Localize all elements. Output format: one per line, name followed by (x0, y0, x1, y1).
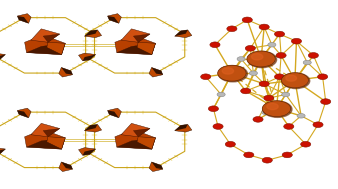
Circle shape (300, 141, 311, 147)
Polygon shape (151, 67, 163, 75)
Polygon shape (61, 162, 73, 169)
Polygon shape (83, 149, 96, 155)
Circle shape (262, 110, 270, 115)
Polygon shape (0, 148, 5, 155)
Polygon shape (26, 138, 65, 149)
Circle shape (208, 106, 218, 112)
Polygon shape (0, 53, 5, 61)
Polygon shape (117, 43, 155, 55)
Circle shape (282, 152, 292, 158)
Polygon shape (25, 129, 65, 149)
Circle shape (222, 68, 234, 74)
Polygon shape (149, 67, 163, 77)
Polygon shape (47, 42, 65, 55)
Polygon shape (107, 111, 119, 118)
Polygon shape (25, 35, 65, 55)
Circle shape (201, 74, 211, 80)
Polygon shape (31, 29, 60, 42)
Polygon shape (107, 14, 121, 23)
Circle shape (244, 152, 254, 158)
Polygon shape (17, 108, 31, 118)
Circle shape (217, 92, 225, 97)
Circle shape (303, 60, 311, 65)
Polygon shape (17, 16, 29, 23)
Polygon shape (78, 53, 96, 61)
Polygon shape (43, 129, 60, 137)
Circle shape (248, 51, 276, 68)
Circle shape (247, 51, 275, 67)
Circle shape (251, 53, 263, 60)
Polygon shape (117, 138, 155, 149)
Circle shape (276, 53, 286, 58)
Polygon shape (26, 43, 65, 55)
Circle shape (313, 122, 323, 128)
Polygon shape (84, 124, 97, 131)
Circle shape (274, 31, 285, 37)
Circle shape (263, 101, 292, 117)
Circle shape (291, 38, 301, 44)
Polygon shape (175, 124, 192, 132)
Circle shape (249, 71, 258, 75)
Polygon shape (83, 54, 96, 61)
Circle shape (210, 42, 220, 48)
Circle shape (274, 74, 285, 80)
Polygon shape (134, 129, 150, 137)
Circle shape (284, 124, 294, 129)
Polygon shape (115, 129, 155, 149)
Polygon shape (115, 35, 155, 55)
Circle shape (262, 157, 272, 163)
Circle shape (282, 73, 309, 88)
Circle shape (242, 17, 252, 23)
Polygon shape (134, 34, 150, 42)
Polygon shape (175, 30, 188, 36)
Polygon shape (31, 123, 60, 137)
Polygon shape (59, 67, 73, 77)
Polygon shape (175, 30, 192, 38)
Circle shape (253, 117, 263, 122)
Polygon shape (78, 148, 96, 155)
Circle shape (264, 95, 274, 101)
Circle shape (213, 124, 223, 129)
Circle shape (218, 66, 247, 82)
Circle shape (227, 26, 237, 32)
Circle shape (267, 103, 278, 110)
Circle shape (282, 92, 290, 97)
Polygon shape (121, 123, 150, 137)
Polygon shape (107, 16, 119, 23)
Polygon shape (47, 137, 65, 149)
Polygon shape (43, 34, 60, 42)
Circle shape (259, 24, 269, 30)
Circle shape (297, 114, 305, 118)
Polygon shape (175, 124, 188, 131)
Circle shape (317, 74, 328, 80)
Polygon shape (0, 54, 5, 61)
Circle shape (245, 46, 256, 51)
Circle shape (241, 88, 251, 94)
Polygon shape (0, 149, 5, 155)
Polygon shape (59, 162, 73, 172)
Circle shape (268, 43, 276, 47)
Polygon shape (84, 30, 102, 38)
Polygon shape (84, 30, 97, 36)
Polygon shape (151, 162, 163, 169)
Circle shape (286, 75, 296, 81)
Polygon shape (61, 67, 73, 75)
Polygon shape (107, 108, 121, 118)
Circle shape (237, 57, 245, 61)
Polygon shape (121, 29, 150, 42)
Circle shape (308, 53, 318, 58)
Polygon shape (149, 162, 163, 172)
Polygon shape (17, 14, 31, 23)
Circle shape (321, 99, 331, 105)
Circle shape (218, 65, 246, 81)
Circle shape (282, 73, 310, 89)
Circle shape (259, 81, 269, 87)
Polygon shape (17, 111, 29, 118)
Circle shape (262, 101, 291, 117)
Polygon shape (137, 42, 155, 55)
Polygon shape (137, 137, 155, 149)
Circle shape (225, 141, 235, 147)
Polygon shape (84, 124, 102, 132)
